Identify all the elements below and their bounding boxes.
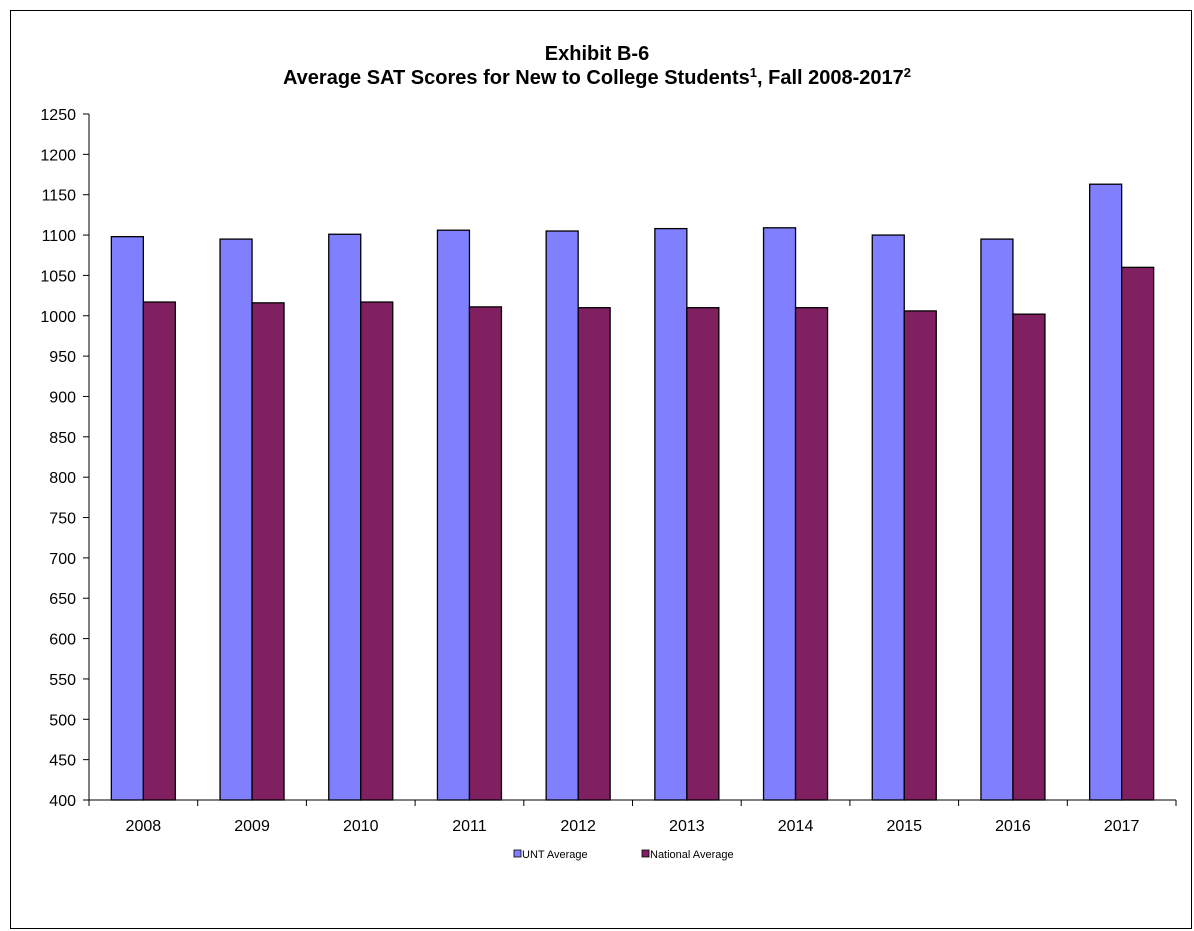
- y-tick-label: 850: [49, 430, 76, 447]
- bar-national-average: [468, 306, 503, 801]
- y-tick-label: 650: [49, 591, 76, 608]
- bar-unt-average: [871, 234, 905, 801]
- chart-title-line1: Exhibit B-6: [544, 43, 650, 65]
- bar-national-average: [1012, 313, 1046, 801]
- x-tick-label: 2012: [560, 818, 596, 835]
- bar-unt-average: [110, 236, 144, 801]
- bar-national-average: [1121, 266, 1155, 801]
- y-tick-label: 1200: [40, 147, 76, 164]
- legend-label: National Average: [650, 849, 734, 861]
- bar-unt-average: [545, 230, 579, 801]
- bar-national-average: [251, 302, 285, 801]
- legend-swatch: [641, 849, 650, 858]
- bar-national-average: [686, 307, 720, 801]
- x-tick-label: 2008: [126, 818, 162, 835]
- bar-unt-average: [1089, 183, 1123, 801]
- footnote-marker-1: 1: [749, 65, 757, 80]
- y-tick-label: 1050: [40, 268, 76, 285]
- y-tick-label: 550: [49, 672, 76, 689]
- chart-title-line2: Average SAT Scores for New to College St…: [0, 65, 1194, 90]
- chart-title-range: , Fall 2008-2017: [757, 67, 904, 89]
- y-tick-label: 600: [49, 632, 76, 649]
- bar-unt-average: [980, 238, 1014, 801]
- bar-national-average: [577, 307, 611, 801]
- y-tick-label: 450: [49, 753, 76, 770]
- x-tick-label: 2011: [452, 818, 487, 835]
- x-tick-label: 2013: [669, 818, 705, 835]
- y-tick-label: 800: [49, 470, 76, 487]
- y-tick-label: 900: [49, 389, 76, 406]
- bar-unt-average: [328, 233, 362, 801]
- y-tick-label: 750: [49, 511, 76, 528]
- bar-national-average: [360, 301, 394, 801]
- chart-title-main: Average SAT Scores for New to College St…: [282, 67, 750, 89]
- bar-unt-average: [436, 229, 471, 801]
- y-tick-label: 400: [49, 793, 76, 810]
- bar-unt-average: [654, 227, 688, 801]
- bar-unt-average: [762, 227, 797, 801]
- y-tick-label: 500: [49, 712, 76, 729]
- x-tick-label: 2009: [234, 818, 270, 835]
- y-tick-label: 950: [49, 349, 76, 366]
- bar-unt-average: [219, 238, 253, 801]
- footnote-marker-2: 2: [903, 65, 912, 80]
- legend-swatch: [513, 849, 522, 858]
- y-tick-label: 700: [49, 551, 76, 568]
- x-tick-label: 2010: [343, 818, 379, 835]
- y-tick-label: 1250: [40, 107, 76, 124]
- bar-national-average: [903, 310, 937, 801]
- bar-national-average: [794, 307, 829, 801]
- x-tick-label: 2017: [1104, 818, 1140, 835]
- legend-label: UNT Average: [522, 849, 588, 861]
- y-tick-label: 1100: [42, 228, 77, 245]
- x-tick-label: 2016: [995, 818, 1031, 835]
- y-tick-label: 1150: [42, 188, 77, 205]
- x-tick-label: 2014: [778, 818, 814, 835]
- y-tick-label: 1000: [40, 309, 76, 326]
- bar-national-average: [142, 301, 177, 801]
- x-tick-label: 2015: [886, 818, 922, 835]
